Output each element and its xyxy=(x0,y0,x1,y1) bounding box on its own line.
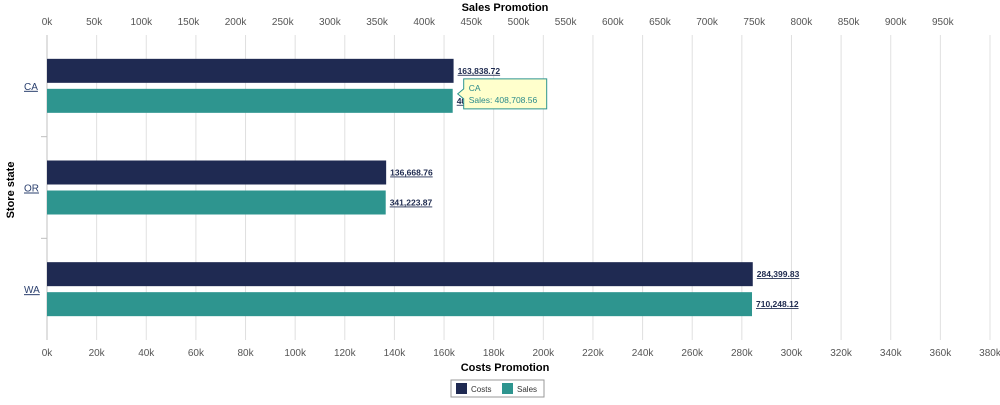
bottom-tick-label: 380k xyxy=(979,348,1000,359)
bottom-tick-label: 40k xyxy=(138,348,155,359)
legend-box xyxy=(450,379,545,398)
bottom-tick-label: 340k xyxy=(880,348,903,359)
top-tick-label: 750k xyxy=(743,17,766,28)
category-label[interactable]: OR xyxy=(24,184,39,195)
top-tick-label: 300k xyxy=(319,17,342,28)
top-axis-title: Sales Promotion xyxy=(462,2,549,14)
top-tick-label: 450k xyxy=(461,17,484,28)
y-axis-title: Store state xyxy=(5,162,17,219)
legend-swatch-costs[interactable] xyxy=(456,383,467,394)
top-tick-label: 900k xyxy=(885,17,908,28)
top-tick-label: 600k xyxy=(602,17,625,28)
top-tick-label: 150k xyxy=(178,17,201,28)
category-label[interactable]: CA xyxy=(24,82,38,93)
top-tick-label: 0k xyxy=(42,17,54,28)
bottom-tick-label: 200k xyxy=(532,348,555,359)
bottom-tick-label: 320k xyxy=(830,348,853,359)
top-tick-label: 50k xyxy=(86,17,103,28)
bottom-tick-label: 240k xyxy=(632,348,655,359)
legend-swatch-sales[interactable] xyxy=(502,383,513,394)
bar-costs[interactable] xyxy=(47,160,387,185)
tooltip-title: CA xyxy=(469,83,481,93)
data-label: 341,223.87 xyxy=(390,198,433,208)
bar-costs[interactable] xyxy=(47,262,753,287)
top-tick-label: 200k xyxy=(225,17,248,28)
bottom-axis-title: Costs Promotion xyxy=(461,362,550,374)
bar-sales[interactable] xyxy=(47,88,453,113)
bottom-tick-label: 20k xyxy=(89,348,106,359)
data-label: 284,399.83 xyxy=(757,269,800,279)
bottom-tick-label: 160k xyxy=(433,348,456,359)
bottom-tick-label: 0k xyxy=(42,348,54,359)
top-tick-label: 650k xyxy=(649,17,672,28)
bottom-tick-label: 280k xyxy=(731,348,754,359)
bottom-tick-label: 300k xyxy=(781,348,804,359)
top-tick-label: 950k xyxy=(932,17,955,28)
legend-label-sales[interactable]: Sales xyxy=(517,385,537,394)
bottom-tick-label: 260k xyxy=(681,348,704,359)
bottom-tick-label: 180k xyxy=(483,348,506,359)
data-label: 710,248.12 xyxy=(756,299,799,309)
top-tick-label: 700k xyxy=(696,17,719,28)
top-tick-label: 350k xyxy=(366,17,389,28)
bars xyxy=(47,58,753,317)
bar-sales[interactable] xyxy=(47,292,753,317)
top-tick-label: 550k xyxy=(555,17,578,28)
data-label: 136,668.76 xyxy=(390,168,433,178)
legend: Costs Sales xyxy=(450,379,545,398)
top-tick-label: 500k xyxy=(508,17,531,28)
category-label[interactable]: WA xyxy=(24,285,40,296)
bottom-tick-label: 140k xyxy=(384,348,407,359)
bottom-tick-label: 360k xyxy=(930,348,953,359)
legend-label-costs[interactable]: Costs xyxy=(471,385,491,394)
bottom-tick-label: 220k xyxy=(582,348,605,359)
bottom-tick-label: 80k xyxy=(237,348,254,359)
tooltip: CA Sales: 408,708.56 xyxy=(456,78,548,110)
data-label: 163,838.72 xyxy=(458,66,501,76)
bottom-tick-label: 120k xyxy=(334,348,357,359)
bottom-tick-label: 100k xyxy=(284,348,307,359)
top-tick-label: 800k xyxy=(791,17,814,28)
bar-sales[interactable] xyxy=(47,190,386,215)
tooltip-value: Sales: 408,708.56 xyxy=(469,95,538,105)
axes: 0k 20k 40k 60k 80k 100k 120k 140k 160k 180k 200k 22… xyxy=(24,17,1000,359)
top-tick-label: 100k xyxy=(130,17,153,28)
top-tick-label: 850k xyxy=(838,17,861,28)
tooltip-box xyxy=(456,78,548,110)
top-tick-label: 400k xyxy=(413,17,436,28)
bottom-tick-label: 60k xyxy=(188,348,205,359)
top-tick-label: 250k xyxy=(272,17,295,28)
bar-costs[interactable] xyxy=(47,58,454,83)
